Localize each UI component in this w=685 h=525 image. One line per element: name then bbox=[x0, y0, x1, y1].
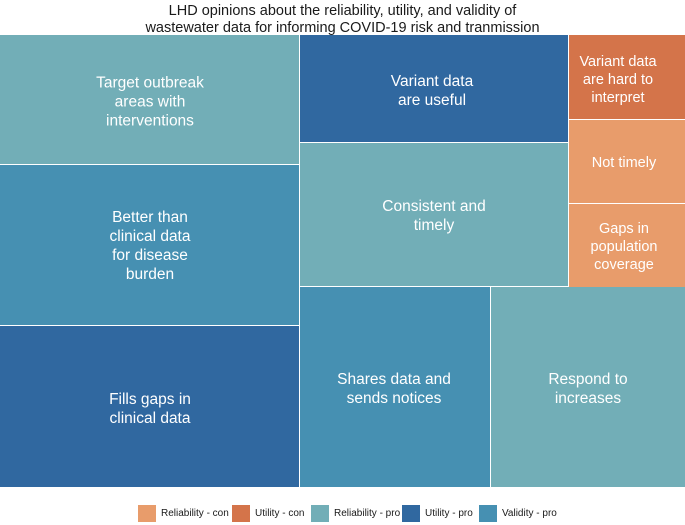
tile-label-gaps-in-population-coverage: Gaps in population coverage bbox=[591, 221, 658, 273]
tile-label-line: interventions bbox=[106, 112, 194, 129]
legend-key-utility-con bbox=[232, 505, 250, 522]
tile-fills-gaps-in-clinical-data bbox=[0, 326, 299, 487]
tile-label-line: sends notices bbox=[347, 390, 442, 407]
legend: Reliability - con Utility - con Reliabil… bbox=[0, 505, 685, 523]
legend-key-validity-pro bbox=[479, 505, 497, 522]
tile-label-line: Better than bbox=[112, 209, 188, 226]
tile-label-line: population bbox=[591, 239, 658, 255]
tile-label-line: Consistent and bbox=[382, 198, 485, 215]
tile-label-line: clinical data bbox=[110, 228, 191, 245]
tile-label-better-than-clinical-data-for-disease-burden: Better than clinical data for disease burde… bbox=[110, 209, 191, 283]
tile-label-shares-data-and-sends-notices: Shares data and sends notices bbox=[337, 371, 451, 407]
tile-label-line: Variant data bbox=[579, 54, 657, 70]
tile-respond-to-increases bbox=[491, 287, 685, 487]
legend-key-reliability-pro bbox=[311, 505, 329, 522]
tile-label-line: burden bbox=[126, 266, 174, 283]
legend-label-validity-pro: Validity - pro bbox=[502, 508, 557, 519]
tile-target-outbreak-areas-with-interventions bbox=[0, 35, 299, 164]
legend-key-reliability-con bbox=[138, 505, 156, 522]
tile-label-line: Respond to bbox=[548, 371, 627, 388]
chart-title-line-2: wastewater data for informing COVID-19 r… bbox=[145, 20, 540, 36]
legend-label-utility-pro: Utility - pro bbox=[425, 508, 473, 519]
tile-label-line: Target outbreak bbox=[96, 74, 204, 91]
tile-label-line: are hard to bbox=[583, 72, 653, 88]
tile-label-line: timely bbox=[414, 217, 455, 234]
tile-label-line: coverage bbox=[594, 257, 654, 273]
tile-shares-data-and-sends-notices bbox=[300, 287, 490, 487]
tile-label-line: Fills gaps in bbox=[109, 391, 191, 408]
legend-label-reliability-con: Reliability - con bbox=[161, 508, 229, 519]
tile-label-not-timely: Not timely bbox=[592, 155, 657, 171]
tile-label-line: Gaps in bbox=[599, 221, 649, 237]
tile-label-variant-data-are-useful: Variant data are useful bbox=[391, 73, 474, 109]
tile-better-than-clinical-data-for-disease-burden bbox=[0, 165, 299, 325]
tile-label-line: increases bbox=[555, 390, 622, 407]
tile-label-line: are useful bbox=[398, 92, 466, 109]
legend-key-utility-pro bbox=[402, 505, 420, 522]
chart-title: LHD opinions about the reliability, util… bbox=[0, 3, 685, 37]
tile-label-variant-data-are-hard-to-interpret: Variant data are hard to interpret bbox=[579, 54, 657, 106]
tile-label-line: areas with bbox=[115, 93, 186, 110]
tile-label-line: interpret bbox=[591, 90, 644, 106]
tile-label-target-outbreak-areas-with-interventions: Target outbreak areas with interventions bbox=[96, 74, 204, 129]
tile-label-line: Shares data and bbox=[337, 371, 451, 388]
tile-label-line: clinical data bbox=[110, 410, 191, 427]
tile-label-consistent-and-timely: Consistent and timely bbox=[382, 198, 485, 234]
chart-title-line-1: LHD opinions about the reliability, util… bbox=[168, 3, 517, 19]
legend-label-utility-con: Utility - con bbox=[255, 508, 305, 519]
tile-variant-data-are-useful bbox=[300, 35, 568, 142]
tile-label-line: for disease bbox=[112, 247, 188, 264]
tile-label-fills-gaps-in-clinical-data: Fills gaps in clinical data bbox=[109, 391, 191, 427]
tile-gaps-in-population-coverage bbox=[569, 204, 685, 287]
tile-label-line: Variant data bbox=[391, 73, 474, 90]
tile-label-line: Not timely bbox=[592, 155, 657, 171]
legend-label-reliability-pro: Reliability - pro bbox=[334, 508, 401, 519]
tile-not-timely bbox=[569, 120, 685, 203]
tile-consistent-and-timely bbox=[300, 143, 568, 286]
tile-label-respond-to-increases: Respond to increases bbox=[548, 371, 627, 407]
tile-variant-data-are-hard-to-interpret bbox=[569, 35, 685, 119]
